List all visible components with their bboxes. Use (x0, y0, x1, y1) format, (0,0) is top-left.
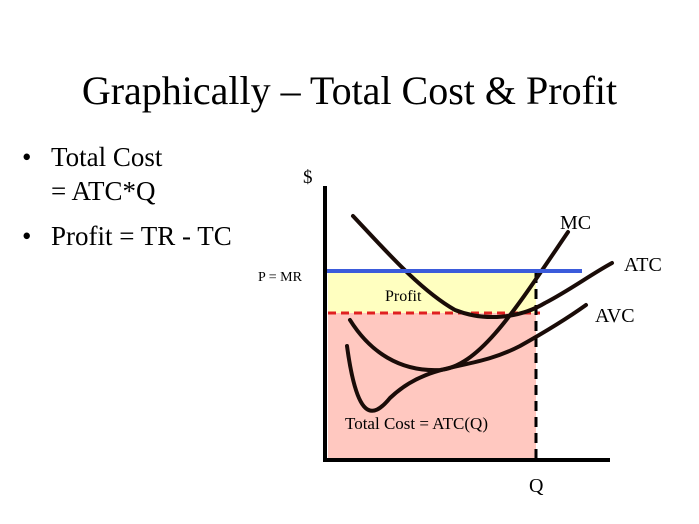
price-label: P = MR (258, 270, 303, 285)
bullet-list: • Total Cost = ATC*Q • Profit = TR - TC (22, 140, 302, 264)
mc-curve (348, 230, 570, 373)
bullet-total-cost: • Total Cost = ATC*Q (22, 140, 302, 208)
bullet-text-line: Total Cost (51, 142, 163, 172)
bullet-marker: • (22, 221, 32, 251)
atc-label: ATC (624, 254, 662, 276)
slide-title: Graphically – Total Cost & Profit (81, 68, 618, 113)
mc-label: MC (560, 212, 591, 234)
bullet-marker: • (22, 142, 32, 172)
x-axis-label: Q (529, 475, 544, 497)
bullet-text-line: Profit = TR - TC (51, 221, 232, 251)
y-axis-label: $ (303, 167, 313, 188)
avc-label: AVC (595, 305, 635, 327)
total-cost-region-label: Total Cost = ATC(Q) (345, 414, 488, 433)
profit-region-label: Profit (385, 288, 422, 305)
bullet-text-line: = ATC*Q (51, 176, 156, 206)
bullet-profit: • Profit = TR - TC (22, 219, 302, 253)
atc-curve (351, 214, 614, 320)
